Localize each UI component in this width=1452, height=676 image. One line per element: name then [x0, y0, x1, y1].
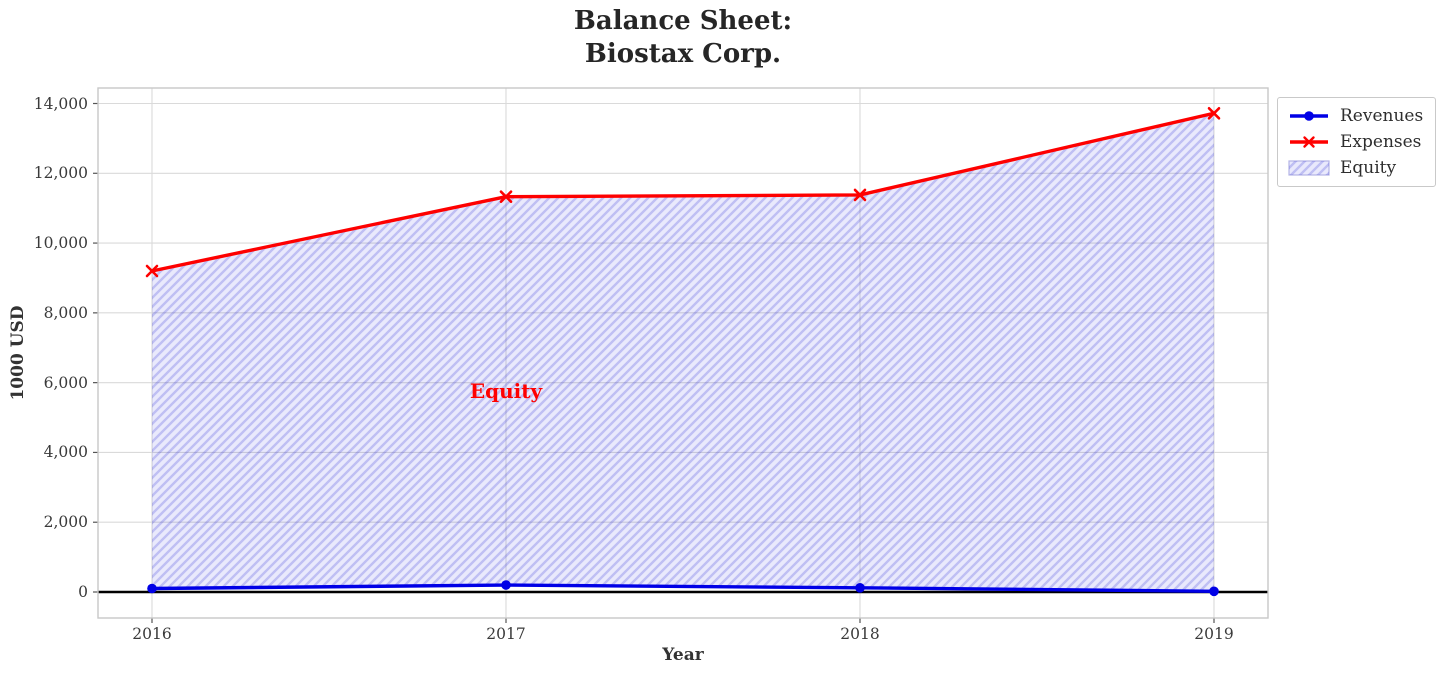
equity-annotation: Equity: [469, 379, 543, 404]
y-tick-label: 4,000: [43, 443, 88, 462]
revenues-line-swatch: [1290, 111, 1328, 121]
legend-label-equity: Equity: [1340, 158, 1397, 178]
x-tick-label: 2018: [840, 625, 880, 643]
equity-hatch-swatch: [1288, 160, 1330, 176]
legend: Revenues Expenses Equity: [1277, 97, 1437, 187]
x-axis-label: Year: [662, 645, 704, 665]
legend-item-expenses: Expenses: [1288, 132, 1423, 152]
y-tick-label: 6,000: [43, 373, 88, 392]
y-tick-label: 14,000: [33, 94, 88, 113]
x-tick-label: 2019: [1194, 625, 1234, 643]
legend-item-equity: Equity: [1288, 158, 1423, 178]
y-axis-label: 1000 USD: [8, 305, 28, 401]
y-tick-label: 2,000: [43, 513, 88, 532]
chart-title: Balance Sheet: Biostax Corp.: [573, 6, 793, 69]
x-tick-label: 2016: [132, 625, 172, 643]
y-tick-label: 8,000: [43, 303, 88, 322]
x-tick-label: 2017: [486, 625, 526, 643]
y-tick-label: 12,000: [33, 164, 88, 183]
y-tick-label: 10,000: [33, 234, 88, 253]
legend-label-revenues: Revenues: [1340, 106, 1424, 126]
legend-item-revenues: Revenues: [1288, 106, 1423, 126]
expenses-line-swatch: [1290, 136, 1328, 148]
y-tick-label: 0: [78, 583, 88, 601]
legend-label-expenses: Expenses: [1340, 132, 1422, 152]
